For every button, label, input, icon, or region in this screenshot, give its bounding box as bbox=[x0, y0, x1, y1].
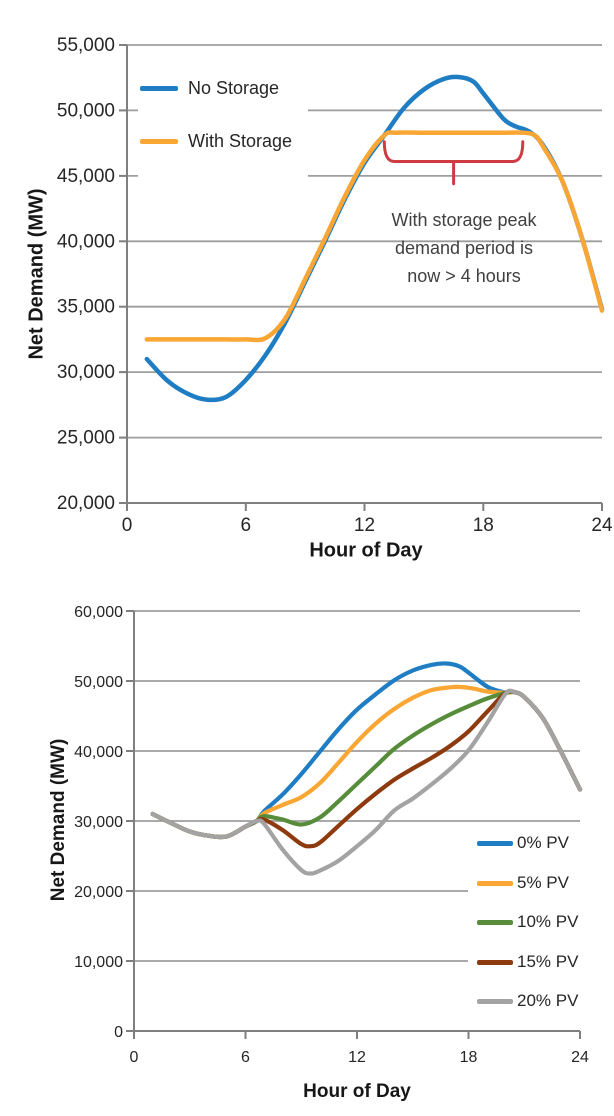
peak-period-brace bbox=[382, 140, 525, 186]
series-line-with-storage bbox=[144, 130, 605, 343]
legend: No Storage With Storage bbox=[138, 62, 308, 178]
y-tick-label: 40,000 bbox=[57, 231, 115, 252]
legend-label: 10% PV bbox=[517, 912, 579, 931]
legend-label: 0% PV bbox=[517, 833, 569, 852]
y-tick-label: 25,000 bbox=[57, 428, 115, 449]
legend: 0% PV 5% PV 10% PV 15% PV 20% PV bbox=[468, 823, 614, 1019]
x-tick-label: 24 bbox=[591, 515, 613, 536]
x-tick-label: 0 bbox=[130, 1049, 139, 1066]
y-tick-label: 30,000 bbox=[74, 814, 123, 831]
legend-item: 20% PV bbox=[468, 991, 579, 1010]
y-tick-label: 40,000 bbox=[74, 744, 123, 761]
legend-label: No Storage bbox=[188, 77, 280, 98]
y-tick-label: 60,000 bbox=[74, 604, 123, 621]
legend-item: No Storage bbox=[140, 77, 280, 98]
y-axis-title: Net Demand (MW) bbox=[48, 738, 69, 902]
annotation-line: now > 4 hours bbox=[407, 266, 521, 286]
y-axis-title: Net Demand (MW) bbox=[25, 188, 48, 360]
legend-item: 15% PV bbox=[468, 952, 579, 971]
legend-label: 5% PV bbox=[517, 873, 569, 892]
y-tick-label: 55,000 bbox=[57, 35, 115, 56]
x-tick-label: 0 bbox=[122, 515, 133, 536]
pv-10-line-swatch bbox=[477, 919, 513, 925]
x-tick-label: 24 bbox=[571, 1049, 589, 1066]
pv-5-line-swatch bbox=[477, 880, 513, 886]
y-tick-label: 30,000 bbox=[57, 362, 115, 383]
y-tick-label: 50,000 bbox=[74, 674, 123, 691]
series-line-10-pv bbox=[150, 689, 583, 840]
y-tick-label: 10,000 bbox=[74, 954, 123, 971]
x-axis-title: Hour of Day bbox=[309, 539, 423, 562]
series-line-5-pv bbox=[150, 684, 583, 840]
no-storage-line-swatch bbox=[140, 85, 178, 91]
legend-label: 20% PV bbox=[517, 991, 579, 1010]
y-tick-label: 0 bbox=[114, 1024, 123, 1041]
annotation-line: With storage peak bbox=[391, 210, 537, 230]
x-tick-label: 6 bbox=[241, 515, 252, 536]
legend-item: 10% PV bbox=[468, 912, 579, 931]
x-tick-label: 6 bbox=[241, 1049, 250, 1066]
legend-item: With Storage bbox=[140, 130, 293, 151]
legend-item: 0% PV bbox=[468, 833, 569, 852]
x-tick-label: 18 bbox=[473, 515, 494, 536]
pv-20-line-swatch bbox=[477, 998, 513, 1004]
y-tick-label: 35,000 bbox=[57, 297, 115, 318]
with-storage-line-swatch bbox=[140, 138, 178, 144]
chart-pv-penetration: 0 10,000 20,000 30,000 40,000 50,000 60,000 0 6 1… bbox=[0, 570, 614, 1116]
peak-period-annotation: With storage peak demand period is now >… bbox=[348, 206, 580, 290]
pv-0-line-swatch bbox=[477, 840, 513, 846]
y-tick-label: 50,000 bbox=[57, 100, 115, 121]
series-line-20-pv bbox=[150, 688, 583, 876]
pv-plot-canvas: 0 10,000 20,000 30,000 40,000 50,000 60,000 0 6 1… bbox=[74, 604, 589, 1066]
y-tick-label: 20,000 bbox=[57, 493, 115, 514]
x-tick-label: 12 bbox=[354, 515, 375, 536]
x-tick-label: 18 bbox=[460, 1049, 478, 1066]
x-axis-title: Hour of Day bbox=[303, 1081, 411, 1102]
legend-item: 5% PV bbox=[468, 873, 569, 892]
chart-storage: 20,000 25,000 30,000 35,000 40,000 45,000 50,0… bbox=[25, 35, 613, 562]
annotation-line: demand period is bbox=[394, 238, 534, 258]
y-tick-label: 45,000 bbox=[57, 166, 115, 187]
legend-label: With Storage bbox=[188, 130, 293, 151]
y-tick-label: 20,000 bbox=[74, 884, 123, 901]
x-tick-label: 12 bbox=[348, 1049, 366, 1066]
legend-label: 15% PV bbox=[517, 952, 579, 971]
pv-15-line-swatch bbox=[477, 959, 513, 965]
